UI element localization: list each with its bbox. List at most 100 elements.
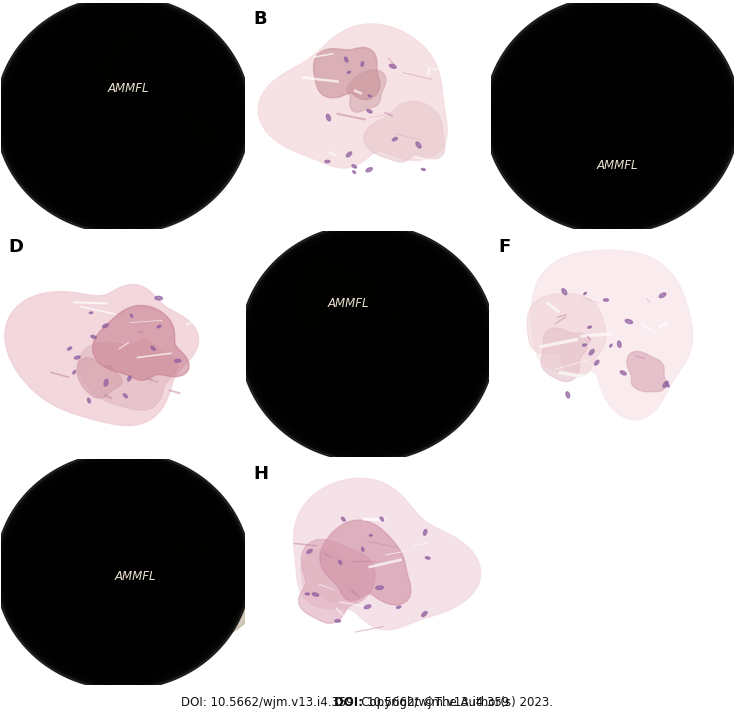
Ellipse shape	[353, 171, 356, 173]
Polygon shape	[252, 236, 483, 450]
FancyBboxPatch shape	[303, 359, 376, 364]
Text: AMMFL: AMMFL	[597, 160, 638, 173]
Ellipse shape	[589, 349, 594, 355]
Polygon shape	[250, 233, 485, 452]
Polygon shape	[0, 0, 251, 234]
Ellipse shape	[366, 167, 372, 172]
Text: G: G	[9, 465, 23, 484]
Ellipse shape	[421, 168, 425, 170]
Polygon shape	[574, 149, 640, 213]
Polygon shape	[489, 0, 734, 230]
Ellipse shape	[663, 381, 668, 387]
Polygon shape	[4, 4, 242, 226]
FancyBboxPatch shape	[300, 354, 382, 378]
Polygon shape	[68, 107, 112, 141]
Polygon shape	[8, 8, 239, 223]
Polygon shape	[240, 224, 495, 462]
Ellipse shape	[305, 593, 310, 595]
Ellipse shape	[368, 95, 371, 97]
Polygon shape	[1, 457, 244, 684]
Polygon shape	[50, 550, 126, 610]
Polygon shape	[0, 452, 251, 689]
Polygon shape	[556, 130, 628, 199]
Polygon shape	[155, 43, 188, 80]
Ellipse shape	[157, 325, 161, 328]
Polygon shape	[390, 300, 433, 340]
Polygon shape	[6, 462, 240, 680]
Text: H: H	[253, 465, 269, 484]
Polygon shape	[5, 284, 199, 426]
Ellipse shape	[603, 299, 608, 301]
Text: F: F	[498, 238, 510, 256]
Polygon shape	[382, 305, 439, 355]
Ellipse shape	[380, 517, 384, 521]
Ellipse shape	[424, 529, 427, 535]
Polygon shape	[35, 545, 196, 665]
FancyBboxPatch shape	[62, 580, 141, 604]
Polygon shape	[156, 552, 234, 610]
Ellipse shape	[104, 379, 108, 386]
Ellipse shape	[87, 398, 90, 403]
Polygon shape	[0, 0, 249, 232]
Polygon shape	[540, 91, 669, 208]
Polygon shape	[131, 93, 186, 135]
Ellipse shape	[620, 371, 626, 375]
Ellipse shape	[335, 620, 341, 622]
Polygon shape	[244, 228, 491, 458]
Text: 10.5662/wjm.v13.i4.359: 10.5662/wjm.v13.i4.359	[367, 696, 510, 709]
Polygon shape	[330, 327, 419, 420]
Ellipse shape	[155, 297, 162, 300]
Polygon shape	[124, 539, 165, 573]
Text: C: C	[498, 9, 512, 28]
FancyBboxPatch shape	[543, 115, 604, 132]
Polygon shape	[497, 8, 727, 223]
Ellipse shape	[151, 347, 155, 350]
Ellipse shape	[617, 341, 621, 347]
Polygon shape	[548, 42, 684, 149]
Polygon shape	[301, 549, 368, 602]
Polygon shape	[627, 352, 666, 392]
Ellipse shape	[128, 376, 131, 381]
Ellipse shape	[90, 312, 92, 314]
Polygon shape	[499, 9, 725, 220]
Polygon shape	[363, 323, 441, 389]
Text: DOI: 10.5662/wjm.v13.i4.359  Copyright ©The Author(s) 2023.: DOI: 10.5662/wjm.v13.i4.359 Copyright ©T…	[181, 696, 553, 709]
Polygon shape	[588, 59, 626, 90]
Ellipse shape	[344, 57, 348, 62]
Ellipse shape	[347, 71, 350, 73]
Ellipse shape	[103, 324, 109, 328]
Polygon shape	[346, 70, 386, 112]
Polygon shape	[361, 308, 428, 373]
Text: A: A	[9, 9, 23, 28]
Polygon shape	[242, 226, 493, 460]
Ellipse shape	[582, 344, 586, 346]
Ellipse shape	[426, 557, 430, 559]
Polygon shape	[4, 460, 242, 682]
Polygon shape	[0, 0, 247, 230]
Polygon shape	[10, 465, 236, 676]
Polygon shape	[541, 328, 589, 381]
Polygon shape	[299, 539, 375, 624]
Ellipse shape	[396, 606, 401, 608]
Polygon shape	[255, 238, 481, 448]
Ellipse shape	[584, 292, 586, 294]
Ellipse shape	[361, 62, 363, 67]
Polygon shape	[73, 109, 178, 188]
FancyBboxPatch shape	[40, 97, 95, 104]
Polygon shape	[495, 6, 730, 224]
Ellipse shape	[123, 394, 127, 398]
Ellipse shape	[74, 356, 80, 359]
Polygon shape	[364, 102, 445, 162]
Text: AMMFL: AMMFL	[107, 83, 149, 96]
Polygon shape	[294, 478, 481, 630]
Ellipse shape	[389, 65, 396, 68]
Polygon shape	[313, 48, 380, 99]
Ellipse shape	[68, 347, 72, 350]
Polygon shape	[607, 61, 676, 115]
Polygon shape	[6, 6, 240, 224]
Ellipse shape	[341, 517, 345, 521]
Polygon shape	[320, 520, 411, 605]
Polygon shape	[326, 331, 418, 418]
Polygon shape	[113, 541, 253, 643]
Ellipse shape	[346, 152, 352, 157]
